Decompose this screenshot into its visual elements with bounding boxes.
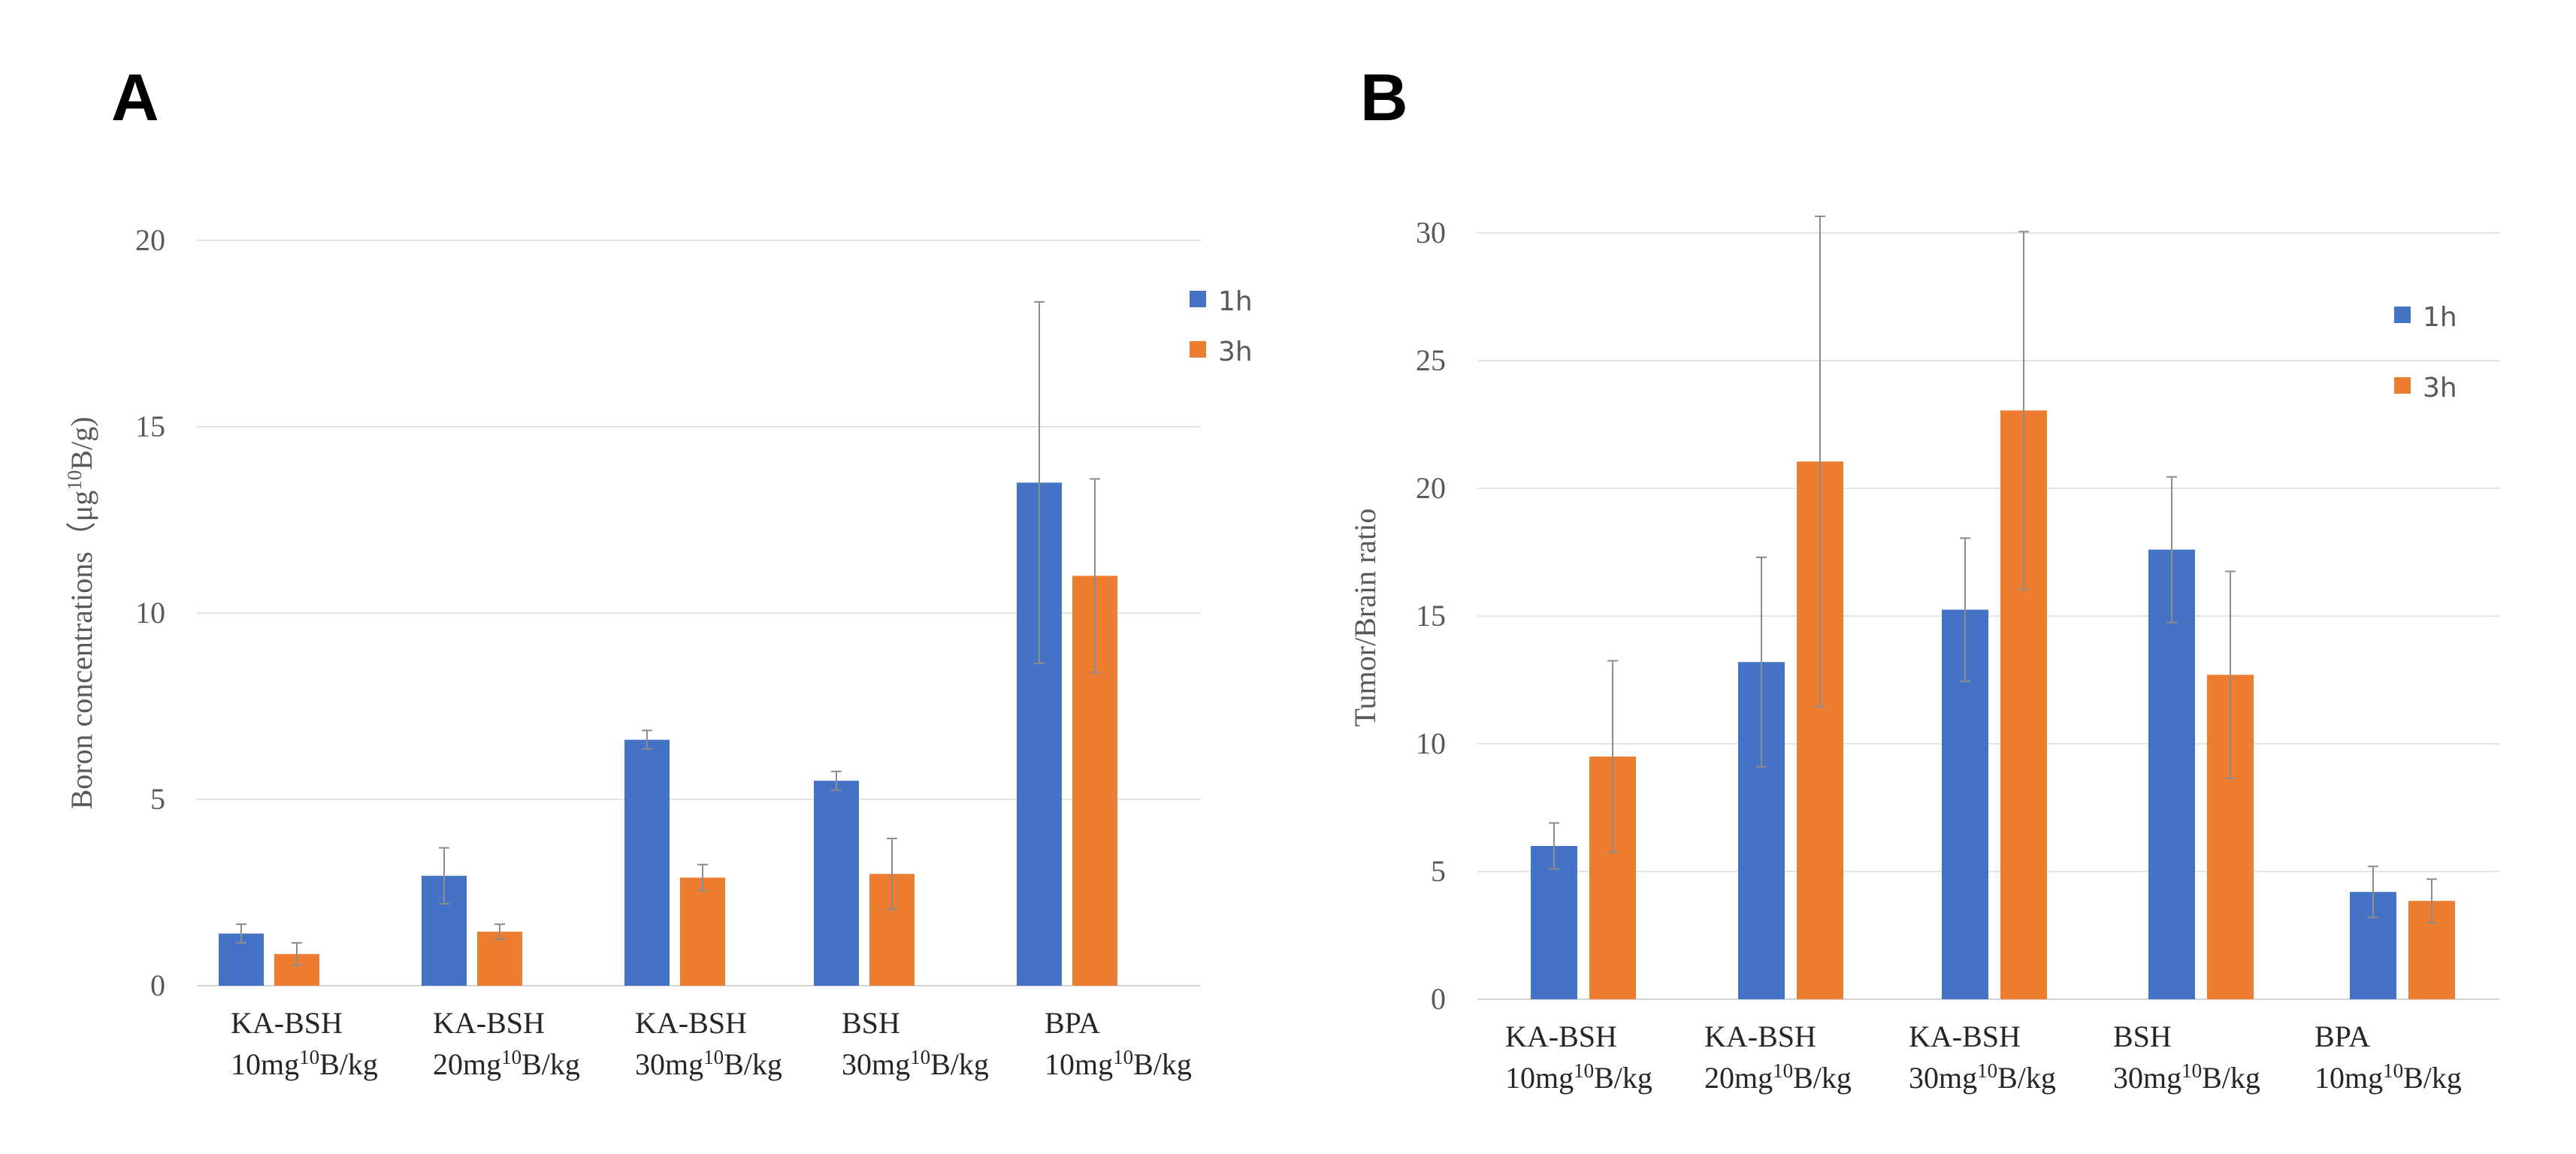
error-bar-3h-4 [887, 838, 897, 911]
y-axis-title: Boron concentrations（μg10B/g) [63, 417, 98, 810]
x-tick-label-line1: BSH [842, 1006, 900, 1040]
x-tick-label-line2: 10mg10B/kg [1505, 1059, 1652, 1095]
x-tick-label-line1: KA-BSH [1505, 1020, 1617, 1053]
x-tick-label-line1: BSH [2113, 1020, 2172, 1053]
chart-panel-b: B 0 5 10 15 20 25 30 Tumor/Brain ratio KA-BSH 10mg… [1348, 60, 2499, 1095]
x-tick-label-line1: KA-BSH [1909, 1020, 2021, 1053]
x-tick-label-line1: KA-BSH [1704, 1020, 1816, 1053]
bar-1h-4 [814, 781, 859, 986]
bar-1h-1 [1531, 846, 1577, 999]
y-tick-label: 15 [1416, 599, 1446, 633]
error-bar-1h-3 [1960, 537, 1970, 682]
bar-3h-2 [477, 932, 522, 986]
legend-label-3h: 3h [1218, 337, 1253, 367]
legend-swatch-1h [1190, 291, 1206, 307]
x-tick-label-line2: 20mg10B/kg [433, 1046, 580, 1081]
x-tick-label-line2: 20mg10B/kg [1704, 1059, 1852, 1095]
y-tick-label: 10 [135, 596, 165, 630]
error-bar-1h-4 [831, 770, 842, 791]
error-bar-1h-1 [236, 923, 246, 944]
error-bar-1h-5 [2368, 866, 2378, 919]
legend: 1h 3h [2394, 302, 2457, 403]
panel-letter: B [1360, 60, 1408, 134]
x-tick-label-line2: 10mg10B/kg [2314, 1059, 2462, 1095]
x-tick-label-line2: 10mg10B/kg [1045, 1046, 1192, 1081]
legend-swatch-3h [2394, 377, 2411, 394]
error-bar-1h-3 [642, 730, 652, 751]
y-axis-title: Tumor/Brain ratio [1348, 509, 1382, 727]
error-bar-3h-5 [1090, 478, 1100, 674]
error-bar-3h-1 [1607, 660, 1618, 853]
error-bar-3h-2 [1815, 215, 1825, 708]
bar-1h-3 [624, 739, 670, 986]
x-tick-label-line1: KA-BSH [635, 1006, 747, 1040]
error-bar-1h-5 [1034, 301, 1045, 664]
x-tick-label-line1: BPA [1045, 1006, 1100, 1040]
x-tick-label-line1: BPA [2314, 1020, 2370, 1053]
bar-3h-3 [680, 878, 725, 986]
error-bar-3h-1 [292, 941, 302, 966]
panel-letter: A [111, 60, 159, 134]
y-tick-label: 0 [150, 968, 165, 1002]
x-tick-label-line2: 30mg10B/kg [842, 1046, 989, 1081]
bar-1h-4 [2148, 549, 2195, 999]
x-tick-label-line2: 30mg10B/kg [1909, 1059, 2056, 1095]
error-bar-3h-4 [2225, 570, 2236, 779]
y-tick-label: 20 [1416, 471, 1446, 505]
y-tick-label: 0 [1431, 982, 1446, 1016]
error-bar-1h-4 [2166, 476, 2177, 624]
y-tick-label: 25 [1416, 343, 1446, 377]
x-tick-label-line2: 10mg10B/kg [231, 1046, 378, 1081]
x-tick-label-line1: KA-BSH [231, 1006, 343, 1040]
x-tick-label-line2: 30mg10B/kg [2113, 1059, 2260, 1095]
error-bar-1h-1 [1549, 822, 1559, 870]
y-tick-label: 30 [1416, 216, 1446, 249]
legend-label-1h: 1h [2423, 302, 2457, 333]
y-tick-label: 20 [135, 223, 165, 257]
legend-swatch-3h [1190, 341, 1206, 358]
y-tick-label: 5 [1431, 854, 1446, 888]
error-bar-1h-2 [1756, 556, 1767, 768]
legend-swatch-1h [2394, 307, 2411, 323]
y-tick-label: 15 [135, 409, 165, 443]
legend-label-1h: 1h [1218, 286, 1253, 317]
y-tick-label: 10 [1416, 727, 1446, 760]
error-bar-3h-2 [494, 923, 505, 940]
x-tick-label-line2: 30mg10B/kg [635, 1046, 782, 1081]
legend-label-3h: 3h [2423, 373, 2457, 403]
legend: 1h 3h [1190, 286, 1253, 367]
chart-panel-a: A 0 5 10 15 20 Boron concentrations（μg10B/g) KA… [63, 60, 1253, 1081]
error-bar-3h-5 [2426, 878, 2437, 923]
error-bar-3h-3 [2018, 231, 2029, 591]
error-bar-1h-2 [439, 847, 449, 905]
error-bar-3h-3 [697, 863, 708, 892]
x-tick-label-line1: KA-BSH [433, 1006, 545, 1040]
y-tick-label: 5 [150, 782, 165, 816]
